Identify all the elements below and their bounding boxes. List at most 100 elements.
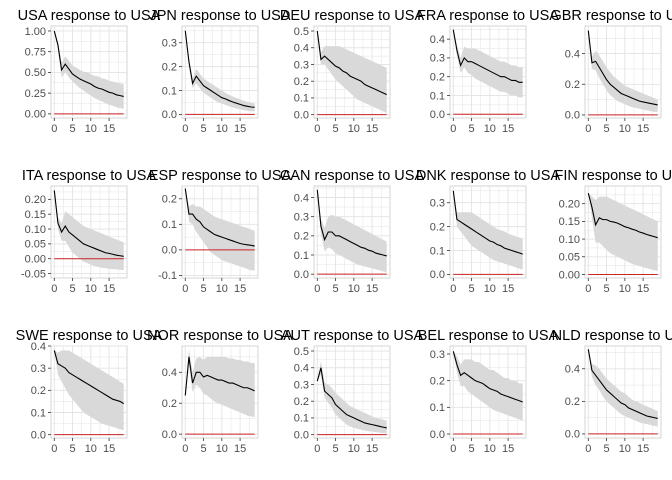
- y-tick-label: 0.0: [162, 109, 177, 121]
- y-tick-label: 0.4: [565, 48, 580, 60]
- confidence-band: [54, 30, 124, 109]
- panel-6: -0.1 0.0 0.1 0.2 0 5 10 15 ESP response to USA: [149, 168, 292, 295]
- panel-title: SWE response to USA: [16, 328, 163, 344]
- x-tick-label: 10: [619, 443, 631, 455]
- y-tick-label: 0.3: [162, 38, 177, 50]
- panel-title: FIN response to USA: [555, 168, 672, 184]
- y-tick-label: 0.0: [31, 429, 46, 441]
- x-tick-label: 15: [234, 283, 246, 295]
- y-tick-label: 0.0: [294, 109, 309, 121]
- y-tick-label: 0.2: [565, 396, 580, 408]
- y-tick-label: 0.3: [430, 198, 445, 210]
- x-tick-label: 0: [51, 283, 57, 295]
- x-tick-label: 5: [69, 283, 75, 295]
- response-line: [587, 30, 658, 106]
- y-tick-label: 0.2: [430, 71, 445, 83]
- confidence-band: [185, 30, 255, 112]
- x-tick-label: 0: [182, 283, 188, 295]
- x-tick-label: 0: [182, 123, 188, 135]
- y-tick-label: 0.0: [162, 245, 177, 257]
- response-line: [53, 30, 124, 97]
- y-tick-label: 0.3: [430, 349, 445, 361]
- x-tick-label: 0: [314, 283, 320, 295]
- x-tick-label: 10: [484, 123, 496, 135]
- y-tick-label: 0.4: [294, 43, 309, 55]
- y-tick-label: 0.4: [565, 364, 580, 376]
- x-tick-label: 5: [603, 123, 609, 135]
- panel-title: DNK response to USA: [416, 168, 561, 184]
- x-tick-label: 0: [51, 123, 57, 135]
- panel-title: DEU response to USA: [280, 8, 425, 24]
- confidence-band: [588, 349, 658, 427]
- confidence-band: [317, 31, 387, 113]
- x-tick-label: 5: [332, 443, 338, 455]
- y-tick-label: 0.2: [430, 375, 445, 387]
- y-tick-label: 0.0: [565, 429, 580, 441]
- y-tick-label: 0.4: [430, 34, 445, 46]
- x-tick-label: 5: [332, 283, 338, 295]
- y-tick-label: 0.2: [294, 76, 309, 88]
- y-tick-label: -0.1: [158, 270, 177, 282]
- x-tick-label: 10: [619, 283, 631, 295]
- panel-0: 0.00 0.25 0.50 0.75 1.00 0 5 10 15 USA response t…: [18, 8, 161, 135]
- x-tick-label: 10: [85, 283, 97, 295]
- response-line: [587, 192, 658, 239]
- y-tick-label: 0.20: [559, 198, 580, 210]
- y-tick-label: 0.1: [430, 402, 445, 414]
- x-tick-label: 15: [234, 443, 246, 455]
- x-tick-label: 10: [619, 123, 631, 135]
- confidence-band: [453, 29, 523, 98]
- x-tick-label: 15: [502, 283, 514, 295]
- panel-title: GBR response to USA: [550, 8, 672, 24]
- panel-title: FRA response to USA: [417, 8, 559, 24]
- y-tick-label: 0.1: [294, 250, 309, 262]
- y-tick-label: 0.00: [559, 269, 580, 281]
- y-tick-label: 0.15: [25, 209, 46, 221]
- response-line: [316, 367, 387, 429]
- x-tick-label: 15: [234, 123, 246, 135]
- panel-title: JPN response to USA: [149, 8, 290, 24]
- response-line: [184, 30, 255, 108]
- panel-14: 0.0 0.2 0.4 05 10 15 NLD response to USA: [552, 328, 672, 455]
- confidence-band: [453, 351, 523, 421]
- response-line: [452, 190, 523, 255]
- panel-11: 0.0 0.2 0.4 0 5 10 15 NOR response to USA: [147, 328, 293, 455]
- x-tick-label: 10: [484, 443, 496, 455]
- y-tick-label: 0.4: [294, 192, 309, 204]
- y-tick-label: 0.0: [294, 429, 309, 441]
- y-tick-label: 0.3: [294, 379, 309, 391]
- x-tick-label: 15: [637, 283, 649, 295]
- x-tick-label: 15: [366, 283, 378, 295]
- x-tick-label: 0: [585, 283, 591, 295]
- y-tick-label: 0.0: [430, 429, 445, 441]
- x-tick-label: 0: [314, 443, 320, 455]
- x-tick-label: 15: [637, 443, 649, 455]
- confidence-band: [185, 349, 255, 418]
- y-tick-label: 0.2: [162, 398, 177, 410]
- y-tick-label: 0.0: [162, 429, 177, 441]
- x-tick-label: 5: [468, 283, 474, 295]
- confidence-band: [453, 190, 523, 270]
- x-tick-label: 0: [51, 443, 57, 455]
- panel-title: ITA response to USA: [22, 168, 157, 184]
- x-tick-label: 0: [314, 123, 320, 135]
- y-tick-label: 0.00: [25, 254, 46, 266]
- x-tick-label: 10: [85, 443, 97, 455]
- x-tick-label: 5: [468, 443, 474, 455]
- y-tick-label: 1.00: [25, 26, 46, 38]
- y-tick-label: 0.05: [25, 239, 46, 251]
- y-tick-label: 0.1: [430, 245, 445, 257]
- x-tick-label: 5: [200, 443, 206, 455]
- x-tick-label: 10: [216, 283, 228, 295]
- x-tick-label: 5: [468, 123, 474, 135]
- panel-10: 0.0 0.1 0.2 0.3 0.4 0 5 10 15 SWE response to USA: [16, 328, 163, 455]
- x-tick-label: 0: [585, 443, 591, 455]
- x-tick-label: 5: [603, 283, 609, 295]
- panel-title: CAN response to USA: [280, 168, 425, 184]
- panel-5: -0.05 0.00 0.05 0.10 0.15 0.20 0 5 10 15 ITA respo…: [21, 168, 157, 295]
- x-tick-label: 0: [450, 443, 456, 455]
- y-tick-label: 0.5: [294, 26, 309, 38]
- panel-12: 0.0 0.1 0.2 0.3 0.4 0.5 0 5 10 15 AUT response to …: [281, 328, 424, 455]
- y-tick-label: 0.1: [162, 219, 177, 231]
